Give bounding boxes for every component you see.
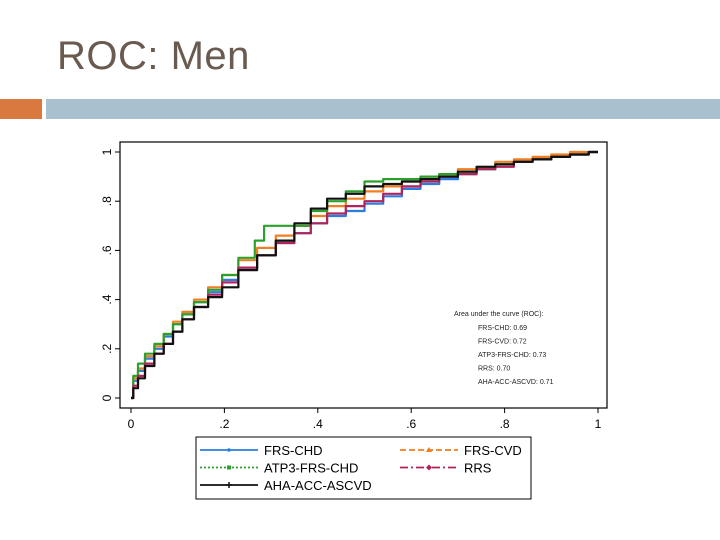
- legend: FRS-CHD FRS-CVD ATP3-FRS-CHD RRS AHA-ACC-ASC…: [195, 436, 532, 500]
- legend-label: ATP3-FRS-CHD: [264, 461, 358, 476]
- legend-marker: [426, 464, 432, 471]
- accent-bar-orange: [0, 99, 42, 119]
- y-tick-label: .8: [100, 196, 114, 206]
- legend-box: [195, 436, 532, 500]
- y-tick-label: 1: [100, 148, 114, 155]
- y-tick-label: .6: [100, 245, 114, 255]
- auc-entry: FRS-CHD: 0.69: [478, 325, 527, 332]
- x-tick-label: 1: [595, 417, 602, 431]
- auc-entry: FRS-CVD: 0.72: [478, 339, 527, 346]
- y-tick-label: .2: [100, 343, 114, 353]
- x-tick-label: 0: [128, 417, 135, 431]
- y-tick-label: 0: [100, 394, 114, 401]
- legend-marker: [227, 465, 231, 470]
- series-line-aha-acc-ascvd: [131, 150, 598, 400]
- axes: 0 .2 .4 .6 .8 1 0 .2 .4 .6 .8 1: [100, 141, 608, 431]
- legend-label: AHA-ACC-ASCVD: [264, 478, 372, 493]
- x-tick-label: .4: [313, 417, 323, 431]
- legend-label: FRS-CHD: [264, 443, 323, 458]
- auc-title: Area under the curve (ROC):: [454, 311, 544, 318]
- legend-label: FRS-CVD: [464, 443, 522, 458]
- accent-bar-blue: [46, 99, 720, 119]
- legend-label: RRS: [464, 461, 492, 476]
- x-tick-label: .6: [406, 417, 416, 431]
- auc-entry: ATP3-FRS-CHD: 0.73: [478, 352, 546, 359]
- legend-marker: [227, 448, 231, 452]
- auc-box: Area under the curve (ROC): FRS-CHD: 0.69…: [454, 311, 554, 386]
- x-tick-label: .2: [219, 417, 229, 431]
- x-tick-label: .8: [500, 417, 510, 431]
- slide-title: ROC: Men: [57, 34, 250, 78]
- auc-entry: RRS: 0.70: [478, 366, 510, 373]
- y-tick-label: .4: [100, 294, 114, 304]
- auc-entry: AHA-ACC-ASCVD: 0.71: [478, 379, 554, 386]
- legend-marker: [226, 482, 232, 488]
- legend-marker: [426, 447, 432, 452]
- series-lines: [131, 150, 598, 400]
